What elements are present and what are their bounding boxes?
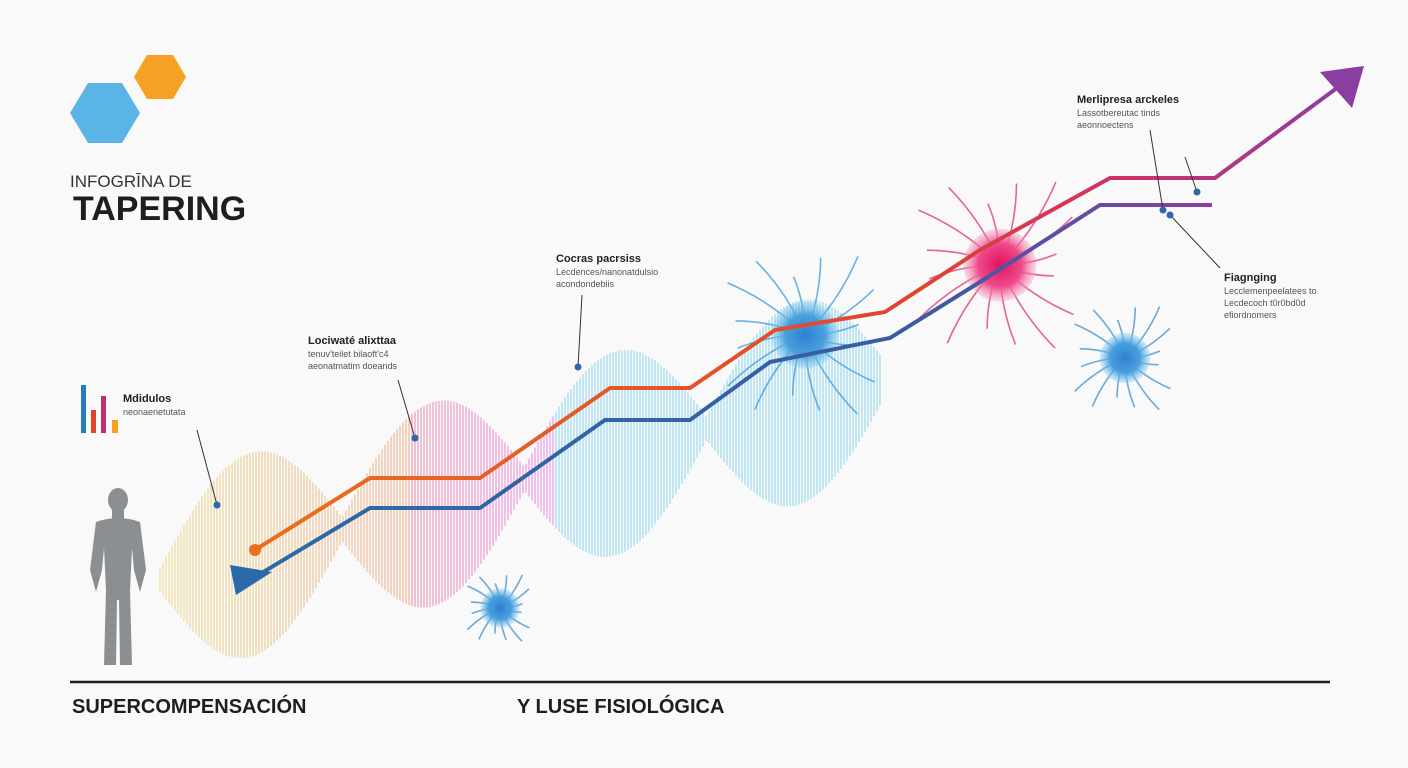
pointer-line — [1184, 156, 1198, 193]
pointer-line — [577, 294, 583, 368]
header-title: TAPERING — [73, 190, 246, 228]
human-figure — [90, 488, 146, 665]
annotation-text: neonaenetutata — [123, 407, 186, 417]
annotations: Mdidulos neonaenetutata Lociwaté alixttaa t… — [123, 94, 1317, 417]
pointer-line — [397, 379, 416, 439]
pointer-dot — [1193, 188, 1201, 196]
neurons — [466, 181, 1171, 642]
pointer-dot — [411, 434, 419, 442]
annotation-title: Mdidulos — [123, 393, 171, 405]
wave-bars — [159, 299, 881, 659]
pointers — [196, 129, 1221, 509]
pointer-dot — [574, 363, 582, 371]
annotation-text: efiordnomers — [1224, 310, 1277, 320]
annotation-text: Lecclemenpeelatees to — [1224, 286, 1317, 296]
annotation-title: Cocras pacrsiss — [556, 253, 641, 265]
footer-right: Y LUSE FISIOLÓGICA — [517, 694, 724, 718]
pointer-dot — [213, 501, 221, 509]
annotation-text: Lecdecoch t0r0bd0d — [1224, 298, 1306, 308]
annotation-title: Fiagnging — [1224, 272, 1277, 284]
pointer-line — [196, 429, 218, 506]
annotation-text: aeonatmatim doeands — [308, 361, 398, 371]
annotation-text: Lecdences/nanonatdulsio — [556, 267, 658, 277]
orange-trend-line — [253, 80, 1347, 552]
footer-left: SUPERCOMPENSACIÓN — [72, 694, 306, 718]
hexagon-blue — [70, 83, 140, 143]
pointer-dot — [1166, 211, 1174, 219]
pointer-dot — [1159, 206, 1167, 214]
arrow-tail — [230, 565, 272, 595]
annotation-text: aeonnoectens — [1077, 120, 1134, 130]
pointer-line — [1149, 129, 1164, 211]
hexagon-orange — [134, 55, 186, 99]
bar-icon — [81, 385, 118, 433]
pointer-line — [1169, 214, 1221, 269]
arrow-head — [1320, 66, 1364, 108]
line-start — [249, 544, 261, 556]
annotation-text: Lassotbereutac tinds — [1077, 108, 1161, 118]
header-kicker: INFOGRĪNA DE — [70, 172, 192, 191]
neuron-body — [1099, 332, 1151, 384]
annotation-title: Merlipresa arckeles — [1077, 94, 1179, 106]
annotation-text: acondondebiis — [556, 279, 615, 289]
annotation-title: Lociwaté alixttaa — [308, 335, 397, 347]
blue-trend-line — [248, 203, 1212, 582]
neuron-body — [480, 588, 520, 628]
annotation-text: tenuv'teilet bilaoft'c4 — [308, 349, 389, 359]
